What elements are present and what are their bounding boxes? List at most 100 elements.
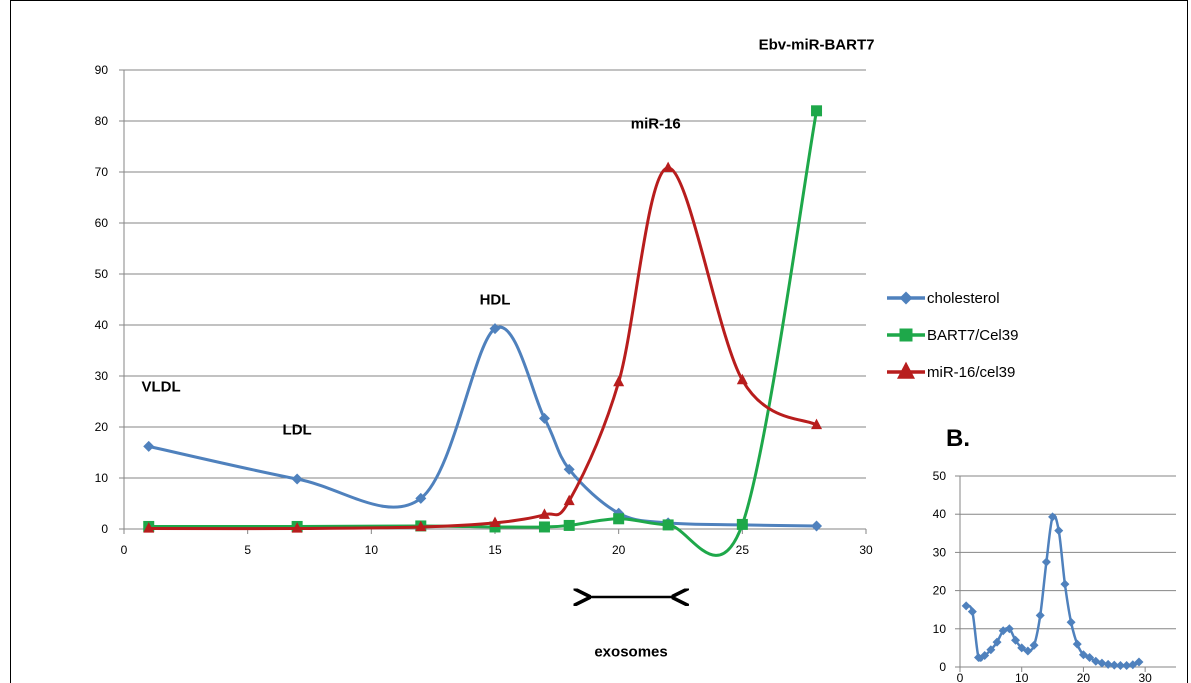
series-bart7-cel39 xyxy=(143,105,823,557)
data-point xyxy=(538,412,550,424)
data-point xyxy=(563,463,575,475)
series-line xyxy=(148,325,817,528)
data-point xyxy=(538,508,550,519)
x-tick-label: 5 xyxy=(244,543,251,557)
y-tick-label: 20 xyxy=(933,584,947,598)
data-point xyxy=(1109,660,1119,670)
data-point xyxy=(1011,635,1021,645)
y-tick-label: 50 xyxy=(933,469,947,483)
legend-label: BART7/Cel39 xyxy=(927,327,1018,344)
data-point xyxy=(1048,512,1058,522)
data-point xyxy=(980,651,990,661)
data-point xyxy=(1134,657,1144,667)
series-line xyxy=(148,110,819,557)
legend-label: miR-16/cel39 xyxy=(927,364,1015,381)
inset-axes xyxy=(955,475,1176,672)
y-tick-label: 0 xyxy=(101,522,108,536)
data-point xyxy=(291,522,303,533)
legend-marker xyxy=(897,361,915,379)
main-tick-labels: 0 10 20 30 40 50 60 70 80 90 0 5 10 15 20 25 30 xyxy=(95,63,873,557)
data-point xyxy=(1115,660,1125,670)
x-tick-label: 20 xyxy=(1077,671,1091,683)
data-point xyxy=(662,161,674,173)
inset-tick-labels: 0 10 20 30 40 50 0 10 20 30 xyxy=(933,469,1152,683)
inset-panel-label: B. xyxy=(946,425,970,452)
y-tick-label: 30 xyxy=(95,369,109,383)
data-point xyxy=(1097,658,1107,668)
inset-series xyxy=(961,512,1144,670)
data-point xyxy=(811,520,823,532)
data-point xyxy=(1085,652,1095,662)
y-tick-label: 10 xyxy=(933,622,947,636)
data-point xyxy=(489,323,501,335)
annotation-exosomes: exosomes xyxy=(594,644,667,661)
data-point xyxy=(1004,624,1014,634)
data-point xyxy=(1122,660,1132,670)
legend-marker xyxy=(899,291,913,305)
data-point xyxy=(1054,526,1064,536)
x-tick-label: 0 xyxy=(957,671,964,683)
annotation-ldl: LDL xyxy=(283,422,312,439)
main-chart: 0 10 20 30 40 50 60 70 80 90 0 5 10 15 20 25 30 VLDL LDL H… xyxy=(95,37,875,661)
data-point xyxy=(538,521,550,533)
inset-chart: B. 0 10 20 30 40 50 0 10 20 30 xyxy=(933,425,1176,683)
annotation-mir-16: miR-16 xyxy=(631,116,681,133)
x-tick-label: 10 xyxy=(365,543,379,557)
data-point xyxy=(1103,659,1113,669)
x-tick-label: 30 xyxy=(1138,671,1152,683)
main-series xyxy=(143,105,823,557)
data-point xyxy=(143,440,155,452)
data-point xyxy=(291,473,303,485)
data-point xyxy=(1017,643,1027,653)
x-tick-label: 20 xyxy=(612,543,626,557)
annotation-ebv-mir-bart7: Ebv-miR-BART7 xyxy=(759,37,875,54)
legend-label: cholesterol xyxy=(927,290,1000,307)
data-point xyxy=(1066,617,1076,627)
y-tick-label: 90 xyxy=(95,63,109,77)
main-annotations: VLDL LDL HDL miR-16 Ebv-miR-BART7 exosomes xyxy=(142,37,875,661)
series-inset xyxy=(961,512,1144,670)
legend-item: cholesterol xyxy=(887,290,1000,307)
data-point xyxy=(1041,557,1051,567)
x-tick-label: 30 xyxy=(859,543,873,557)
y-tick-label: 40 xyxy=(95,318,109,332)
x-tick-label: 25 xyxy=(736,543,750,557)
data-point xyxy=(613,513,625,525)
data-point xyxy=(1072,639,1082,649)
y-tick-label: 60 xyxy=(95,216,109,230)
y-tick-label: 70 xyxy=(95,165,109,179)
figure-frame xyxy=(10,0,1188,683)
data-point xyxy=(143,522,155,533)
y-tick-label: 10 xyxy=(95,471,109,485)
data-point xyxy=(613,375,625,387)
data-point xyxy=(415,520,427,532)
legend-marker xyxy=(899,328,913,342)
x-tick-label: 0 xyxy=(121,543,128,557)
legend-item: miR-16/cel39 xyxy=(887,361,1015,381)
x-tick-label: 10 xyxy=(1015,671,1029,683)
legend: cholesterol BART7/Cel39 miR-16/cel39 xyxy=(887,290,1018,381)
y-tick-label: 80 xyxy=(95,114,109,128)
legend-item: BART7/Cel39 xyxy=(887,327,1018,344)
data-point xyxy=(986,645,996,655)
data-point xyxy=(1035,610,1045,620)
y-tick-label: 50 xyxy=(95,267,109,281)
data-point xyxy=(563,519,575,531)
data-point xyxy=(736,518,748,530)
y-tick-label: 40 xyxy=(933,507,947,521)
x-tick-label: 15 xyxy=(488,543,502,557)
series-mir-16-cel39 xyxy=(143,161,823,533)
y-tick-label: 20 xyxy=(95,420,109,434)
annotation-hdl: HDL xyxy=(480,292,511,309)
y-tick-label: 0 xyxy=(939,660,946,674)
inset-gridlines xyxy=(960,475,1176,630)
data-point xyxy=(811,105,823,117)
main-gridlines xyxy=(124,69,866,479)
data-point xyxy=(961,601,971,611)
data-point xyxy=(563,494,575,506)
annotation-vldl: VLDL xyxy=(142,378,181,395)
data-point xyxy=(1060,579,1070,589)
data-point xyxy=(992,637,1002,647)
data-point xyxy=(811,418,823,430)
